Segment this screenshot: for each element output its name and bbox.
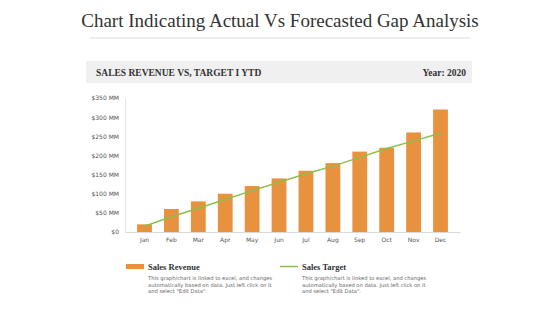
x-tick: Jun [273,232,284,244]
x-tick-label: Dec [435,236,447,243]
y-tick: $50 MM [95,209,125,216]
y-tick: $150 MM [91,171,125,178]
header-band [86,61,472,83]
bar [352,152,367,232]
y-tick-label: $300 MM [91,114,119,121]
plot-area [137,109,448,232]
y-tick: $100 MM [91,190,125,197]
x-tick-label: Sep [354,236,366,244]
bar [379,148,394,232]
x-tick: May [246,232,259,244]
y-tick-label: $250 MM [91,133,119,140]
bar [325,163,340,232]
x-tick: Oct [381,232,392,243]
y-tick-label: $350 MM [91,94,119,101]
x-tick-label: Jun [273,236,284,244]
x-tick-label: Oct [381,236,392,243]
x-tick: Apr [220,232,231,244]
x-tick-label: Apr [220,236,231,244]
x-axis-line [126,232,461,233]
legend-swatch [280,266,298,268]
y-tick-label: $100 MM [91,190,119,197]
x-tick-label: Aug [327,236,339,244]
bar [406,132,421,232]
y-tick-label: $150 MM [91,171,119,178]
y-tick: $300 MM [91,114,125,121]
title-rule [90,38,470,39]
x-tick-label: Nov [408,236,420,243]
x-tick: Aug [327,232,339,244]
x-tick-label: Jul [301,236,310,244]
x-tick-label: May [246,236,259,244]
y-tick: $350 MM [91,94,125,101]
bar [299,171,314,232]
y-tick-label: $0 [111,228,119,235]
y-tick: $200 MM [91,152,125,159]
bar [272,178,287,232]
bar [164,209,179,232]
x-tick: Jan [139,232,149,244]
legend-note: This graph/chart is linked to excel, and… [147,275,272,294]
x-tick: Dec [435,232,447,243]
x-tick-label: Jan [139,236,149,244]
x-tick: Sep [354,232,366,244]
legend-item: Sales Revenue This graph/chart is linked … [126,262,272,295]
bar [433,109,448,232]
legend-swatch [126,264,144,269]
y-axis-line [125,99,126,233]
x-tick-label: Mar [193,236,205,243]
target-line [145,133,441,226]
x-tick: Feb [166,232,177,243]
y-tick-label: $50 MM [95,209,119,216]
chart: Chart Indicating Actual Vs Forecasted Ga… [0,0,560,315]
subtitle: SALES REVENUE VS, TARGET I YTD [96,68,261,78]
legend-label: Sales Revenue [148,262,200,272]
year-label: Year: 2020 [422,68,466,78]
legend-label: Sales Target [302,262,346,272]
y-tick-label: $200 MM [91,152,119,159]
x-axis: Jan Feb Mar Apr May Jun Jul Aug Sep Oct Nov Dec [126,232,461,244]
legend-item: Sales Target This graph/chart is linked t… [280,262,426,295]
x-tick: Nov [408,232,420,243]
title: Chart Indicating Actual Vs Forecasted Ga… [81,10,479,31]
y-tick: $250 MM [91,133,125,140]
x-tick: Jul [301,232,310,244]
x-tick-label: Feb [166,236,177,243]
y-axis: $0 $50 MM $100 MM $150 MM $200 MM $250 MM $300… [91,94,125,235]
x-tick: Mar [193,232,205,243]
legend-note: This graph/chart is linked to excel, and… [301,275,426,294]
y-tick: $0 [111,228,125,235]
